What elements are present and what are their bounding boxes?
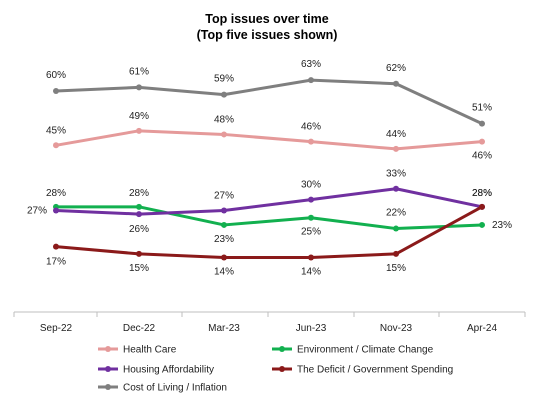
- legend: Health Care Environment / Climate Change H…: [98, 345, 453, 394]
- data-label: 28%: [472, 188, 492, 199]
- data-label: 51%: [472, 103, 492, 114]
- data-label: 46%: [301, 122, 321, 133]
- legend-item-environment-climate-change: Environment / Climate Change: [272, 345, 434, 356]
- data-label: 63%: [301, 59, 321, 70]
- data-point: [53, 88, 59, 94]
- data-label: 14%: [214, 267, 234, 278]
- x-tick-label: Sep-22: [40, 323, 73, 334]
- series-the-deficit-government-spending: [53, 203, 485, 261]
- data-point: [136, 84, 142, 91]
- data-label: 46%: [472, 151, 492, 162]
- legend-swatch-marker: [279, 346, 285, 352]
- data-label: 15%: [386, 263, 406, 274]
- x-tick-label: Jun-23: [296, 323, 327, 334]
- legend-swatch-marker: [105, 346, 111, 352]
- data-label: 59%: [214, 74, 234, 85]
- data-point: [221, 254, 227, 261]
- series-line-cost-of-living-inflation: [54, 78, 484, 126]
- data-point: [308, 138, 314, 145]
- data-label: 28%: [472, 188, 492, 199]
- data-point: [393, 225, 399, 232]
- legend-swatch-marker: [105, 384, 111, 390]
- data-point: [53, 243, 59, 250]
- x-tick-label: Apr-24: [467, 323, 497, 334]
- data-point: [393, 145, 399, 152]
- data-point: [393, 185, 399, 192]
- data-point: [221, 91, 227, 98]
- data-point: [479, 203, 485, 210]
- data-point: [308, 254, 314, 261]
- data-point: [221, 131, 227, 138]
- x-tick-label: Mar-23: [208, 323, 240, 334]
- data-label: 62%: [386, 63, 406, 74]
- legend-item-the-deficit-government-spending: The Deficit / Government Spending: [272, 365, 453, 376]
- x-tick-label: Dec-22: [123, 323, 156, 334]
- data-label: 30%: [301, 180, 321, 191]
- x-tick-label: Nov-23: [380, 323, 413, 334]
- series-line-the-deficit-government-spending: [54, 205, 484, 260]
- data-point: [393, 80, 399, 87]
- legend-item-cost-of-living-inflation: Cost of Living / Inflation: [98, 383, 227, 394]
- data-point: [221, 207, 227, 214]
- data-point: [479, 120, 485, 127]
- data-point: [136, 250, 142, 257]
- series-line-environment-climate-change: [54, 205, 484, 231]
- data-label: 60%: [46, 70, 66, 81]
- data-point: [136, 211, 142, 218]
- series-environment-climate-change: [53, 203, 485, 232]
- data-label: 28%: [46, 188, 66, 199]
- data-label: 61%: [129, 66, 149, 77]
- data-point: [308, 214, 314, 221]
- data-point: [53, 207, 59, 214]
- data-label: 23%: [214, 234, 234, 245]
- legend-label: Cost of Living / Inflation: [123, 383, 227, 394]
- legend-label: Health Care: [123, 345, 177, 356]
- x-axis: Sep-22 Dec-22 Mar-23 Jun-23 Nov-23 Apr-24: [13, 311, 526, 334]
- legend-label: The Deficit / Government Spending: [297, 365, 453, 376]
- legend-swatch-marker: [279, 366, 285, 372]
- legend-label: Housing Affordability: [123, 365, 214, 376]
- data-label: 28%: [129, 188, 149, 199]
- data-label: 22%: [386, 208, 406, 219]
- data-label: 45%: [46, 125, 66, 136]
- data-point: [308, 77, 314, 84]
- chart-subtitle: (Top five issues shown): [197, 28, 338, 42]
- data-label: 27%: [27, 205, 47, 216]
- series-group: [53, 77, 485, 261]
- data-point: [136, 203, 142, 210]
- series-line-health-care: [54, 129, 484, 151]
- legend-swatch-marker: [105, 366, 111, 372]
- data-label: 15%: [129, 263, 149, 274]
- data-label: 23%: [492, 220, 512, 231]
- data-label: 26%: [129, 224, 149, 235]
- series-line-housing-affordability: [54, 187, 484, 216]
- data-label: 33%: [386, 169, 406, 180]
- chart-title: Top issues over time: [205, 12, 328, 26]
- data-point: [393, 250, 399, 257]
- legend-item-health-care: Health Care: [98, 345, 177, 356]
- data-point: [479, 138, 485, 145]
- series-housing-affordability: [53, 185, 485, 218]
- data-labels: 60% 61% 59% 63% 62% 51% 45% 49% 48% 46% 44% 46% 28% 2…: [27, 59, 512, 277]
- data-point: [479, 221, 485, 228]
- data-point: [136, 127, 142, 134]
- data-label: 44%: [386, 129, 406, 140]
- data-label: 14%: [301, 267, 321, 278]
- series-cost-of-living-inflation: [53, 77, 485, 127]
- legend-label: Environment / Climate Change: [297, 345, 434, 356]
- data-label: 49%: [129, 111, 149, 122]
- data-label: 25%: [301, 227, 321, 238]
- data-point: [308, 196, 314, 203]
- data-label: 48%: [214, 114, 234, 125]
- data-label: 27%: [214, 190, 234, 201]
- legend-item-housing-affordability: Housing Affordability: [98, 365, 214, 376]
- series-health-care: [53, 127, 485, 152]
- data-point: [221, 221, 227, 228]
- data-label: 17%: [46, 257, 66, 268]
- data-point: [53, 142, 59, 149]
